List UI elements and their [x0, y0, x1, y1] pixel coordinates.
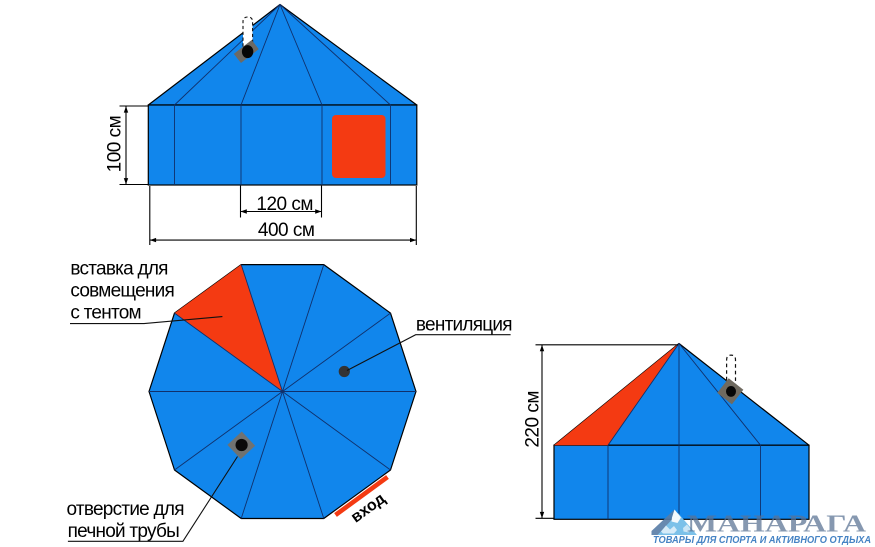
svg-text:220 см: 220 см: [523, 391, 544, 448]
svg-text:с тентом: с тентом: [70, 303, 140, 324]
svg-text:ТОВАРЫ ДЛЯ СПОРТА И АКТИВНОГО: ТОВАРЫ ДЛЯ СПОРТА И АКТИВНОГО ОТДЫХА: [653, 535, 871, 546]
svg-text:печной трубы: печной трубы: [68, 521, 179, 542]
svg-text:МАНАРАГА: МАНАРАГА: [687, 512, 867, 538]
svg-text:вентиляция: вентиляция: [416, 315, 512, 336]
svg-text:вставка для: вставка для: [70, 259, 167, 280]
svg-text:совмещения: совмещения: [70, 280, 174, 301]
svg-text:120 см: 120 см: [256, 194, 313, 215]
svg-text:400 см: 400 см: [258, 220, 315, 241]
svg-text:отверстие для: отверстие для: [67, 499, 184, 520]
svg-text:100 см: 100 см: [105, 116, 126, 173]
